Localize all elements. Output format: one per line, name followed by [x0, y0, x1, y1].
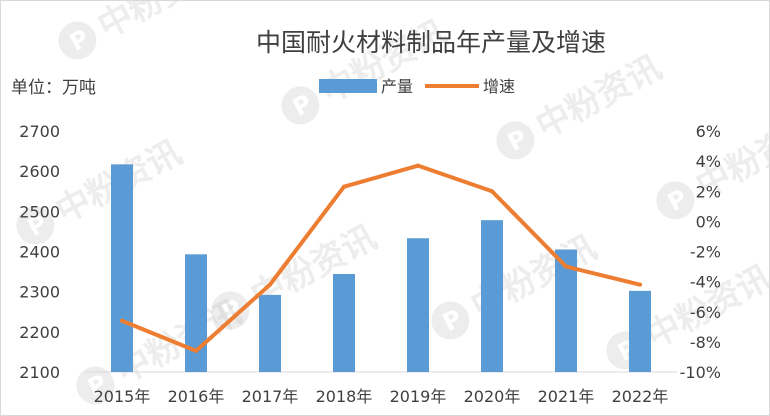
x-tick-label: 2016年 [168, 387, 225, 406]
y-left-tick-label: 2600 [19, 162, 60, 181]
bar [481, 220, 503, 372]
bar [333, 273, 355, 372]
y-right-tick-label: -4% [690, 273, 721, 292]
y-right-tick-label: 4% [696, 152, 721, 171]
p-logo-icon [16, 206, 55, 245]
y-right-tick-label: 0% [696, 212, 721, 231]
y-left-tick-label: 2200 [19, 323, 60, 342]
chart-title: 中国耐火材料制品年产量及增速 [256, 28, 606, 57]
y-left-tick-label: 2700 [19, 122, 60, 141]
line-point [194, 348, 198, 353]
p-logo-icon [656, 181, 695, 220]
line-point [342, 184, 346, 189]
y-left-tick-label: 2500 [19, 202, 60, 221]
p-logo-icon [76, 366, 115, 405]
line-point [564, 264, 568, 269]
legend-label-bar: 产量 [381, 77, 413, 96]
p-logo-icon [281, 86, 320, 125]
p-logo-icon [431, 301, 470, 340]
watermark-text: 中粉资讯 [91, 1, 230, 47]
unit-label: 单位：万吨 [11, 78, 96, 98]
bar [407, 238, 429, 372]
bar [555, 249, 577, 372]
x-tick-label: 2015年 [94, 387, 151, 406]
y-right-tick-label: -8% [690, 333, 721, 352]
axes: 2100 2200 2300 2400 2500 2600 2700 -10% -8% -6% -4… [19, 122, 721, 406]
x-tick-label: 2019年 [390, 387, 447, 406]
x-tick-label: 2020年 [464, 387, 521, 406]
bar [185, 254, 207, 372]
bar [259, 294, 281, 372]
x-tick-label: 2022年 [612, 387, 669, 406]
legend: 产量 增速 [319, 77, 515, 96]
legend-label-line: 增速 [483, 77, 515, 96]
p-logo-icon [496, 121, 535, 160]
p-logo-icon [58, 21, 97, 60]
bar-series [111, 164, 651, 372]
line-point [638, 282, 642, 287]
x-tick-label: 2021年 [538, 387, 595, 406]
bar [629, 290, 651, 372]
legend-swatch-bar [319, 79, 377, 93]
y-left-tick-label: 2400 [19, 243, 60, 262]
bar [111, 164, 133, 372]
line-point [490, 189, 494, 194]
line-series [120, 163, 642, 353]
line-point [416, 163, 420, 168]
y-right-tick-label: -10% [680, 363, 721, 382]
y-right-tick-label: -6% [690, 303, 721, 322]
x-tick-label: 2017年 [242, 387, 299, 406]
y-left-tick-label: 2100 [19, 363, 60, 382]
watermark-text: 中粉资讯 [529, 48, 668, 147]
growth-line [120, 163, 642, 353]
p-logo-icon [211, 291, 250, 330]
y-right-tick-label: -2% [690, 243, 721, 262]
y-right-tick-label: 6% [696, 122, 721, 141]
y-right-tick-label: 2% [696, 182, 721, 201]
line-point [268, 282, 272, 287]
line-point [120, 318, 124, 323]
y-left-tick-label: 2300 [19, 283, 60, 302]
x-tick-label: 2018年 [316, 387, 373, 406]
